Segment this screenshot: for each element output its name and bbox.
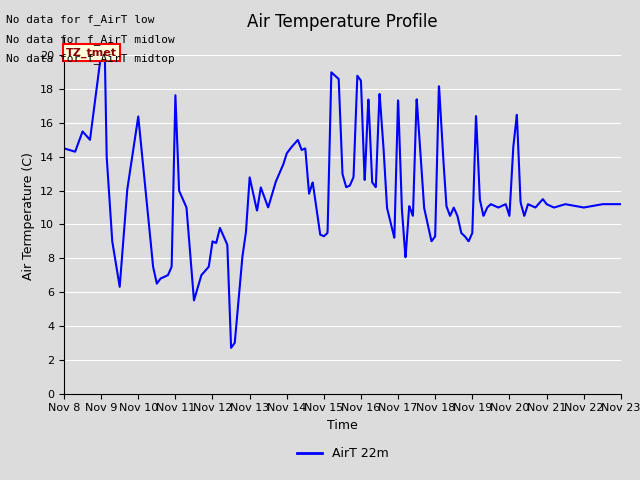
X-axis label: Time: Time (327, 419, 358, 432)
Text: No data for f_AirT midlow: No data for f_AirT midlow (6, 34, 175, 45)
Title: Air Temperature Profile: Air Temperature Profile (247, 13, 438, 31)
Text: No data for f_AirT low: No data for f_AirT low (6, 14, 155, 25)
Legend: AirT 22m: AirT 22m (292, 443, 393, 466)
Y-axis label: Air Termperature (C): Air Termperature (C) (22, 152, 35, 280)
Text: No data for f_AirT midtop: No data for f_AirT midtop (6, 53, 175, 64)
Text: TZ_tmet: TZ_tmet (66, 48, 117, 58)
